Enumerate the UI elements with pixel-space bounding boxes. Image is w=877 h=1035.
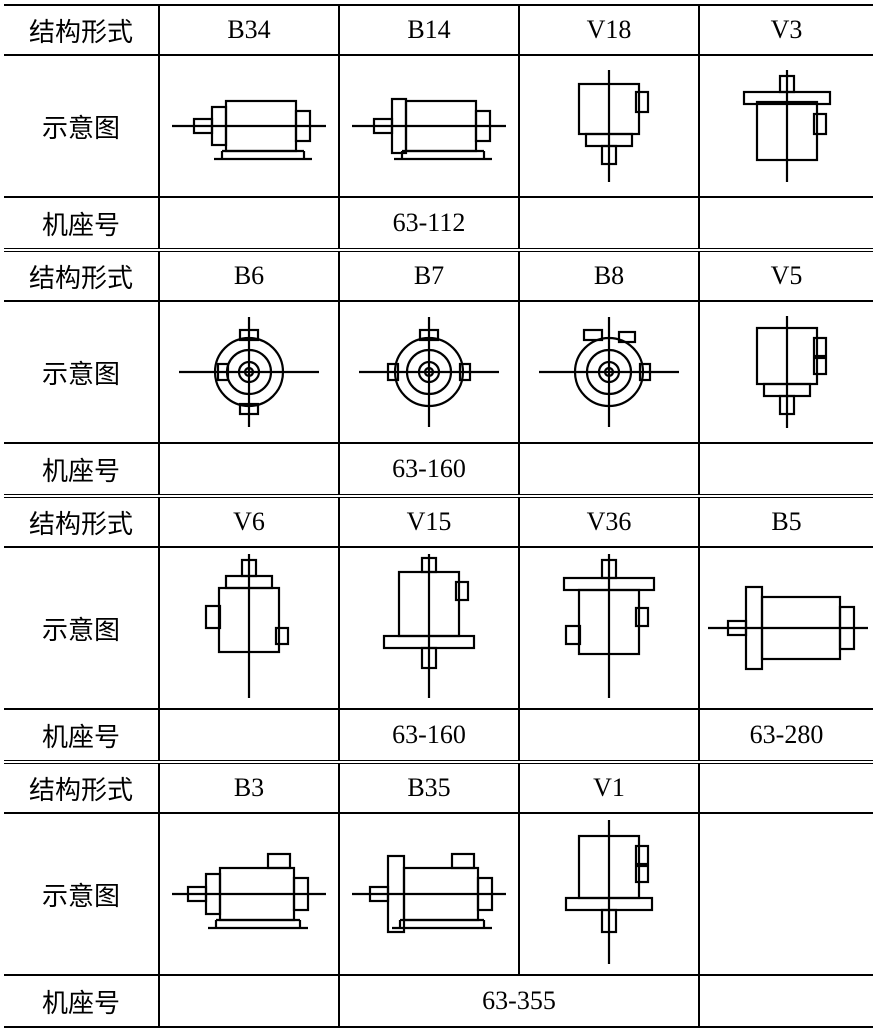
motor-diagram [159,547,339,709]
row-label-structure: 结构形式 [4,496,159,547]
row-label-frame: 机座号 [4,197,159,250]
structure-code: B7 [339,250,519,301]
frame-number: 63-280 [699,709,873,762]
row-label-structure: 结构形式 [4,5,159,55]
motor-diagram [699,301,873,443]
structure-code: V6 [159,496,339,547]
row-label-frame: 机座号 [4,709,159,762]
frame-number [519,709,699,762]
row-label-structure: 结构形式 [4,250,159,301]
frame-number: 63-112 [339,197,519,250]
structure-code: B34 [159,5,339,55]
structure-code: V5 [699,250,873,301]
motor-diagram [159,301,339,443]
structure-code: B6 [159,250,339,301]
structure-code: V15 [339,496,519,547]
structure-code: V1 [519,762,699,813]
frame-number: 63-160 [339,709,519,762]
row-label-diagram: 示意图 [4,813,159,975]
frame-number [159,975,339,1027]
frame-number [159,443,339,496]
motor-diagram [519,301,699,443]
row-label-diagram: 示意图 [4,301,159,443]
row-label-diagram: 示意图 [4,547,159,709]
row-label-structure: 结构形式 [4,762,159,813]
motor-diagram [339,547,519,709]
motor-diagram [159,813,339,975]
motor-diagram [339,301,519,443]
frame-number [699,975,873,1027]
motor-diagram [699,547,873,709]
motor-diagram [519,547,699,709]
motor-diagram [159,55,339,197]
structure-code: B5 [699,496,873,547]
structure-code: B35 [339,762,519,813]
frame-number [699,443,873,496]
frame-number: 63-160 [339,443,519,496]
motor-diagram [519,55,699,197]
frame-number: 63-355 [339,975,699,1027]
row-label-frame: 机座号 [4,443,159,496]
frame-number [519,443,699,496]
structure-code: V3 [699,5,873,55]
row-label-frame: 机座号 [4,975,159,1027]
motor-diagram [339,813,519,975]
structure-code: B14 [339,5,519,55]
frame-number [159,709,339,762]
motor-diagram [699,813,873,975]
motor-diagram [519,813,699,975]
motor-diagram [339,55,519,197]
structure-code: V18 [519,5,699,55]
structure-code: B8 [519,250,699,301]
motor-mounting-table: 结构形式B34B14V18V3示意图机座号63-112结构形式B6B7B8V5示… [4,4,873,1028]
structure-code: B3 [159,762,339,813]
structure-code: V36 [519,496,699,547]
row-label-diagram: 示意图 [4,55,159,197]
frame-number [519,197,699,250]
frame-number [159,197,339,250]
frame-number [699,197,873,250]
motor-diagram [699,55,873,197]
structure-code [699,762,873,813]
